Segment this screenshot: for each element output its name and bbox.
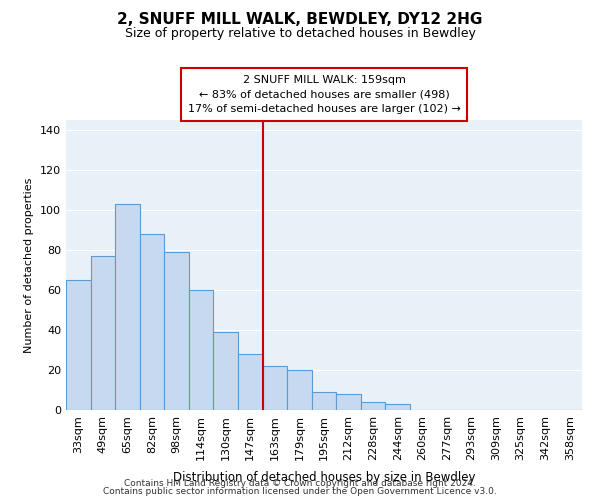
Bar <box>164 252 189 410</box>
Text: 2 SNUFF MILL WALK: 159sqm
← 83% of detached houses are smaller (498)
17% of semi: 2 SNUFF MILL WALK: 159sqm ← 83% of detac… <box>188 74 460 114</box>
Bar <box>361 402 385 410</box>
Bar <box>238 354 263 410</box>
Text: 2, SNUFF MILL WALK, BEWDLEY, DY12 2HG: 2, SNUFF MILL WALK, BEWDLEY, DY12 2HG <box>118 12 482 28</box>
Text: Contains HM Land Registry data © Crown copyright and database right 2024.: Contains HM Land Registry data © Crown c… <box>124 478 476 488</box>
Bar <box>263 366 287 410</box>
Bar <box>66 280 91 410</box>
Bar <box>189 290 214 410</box>
Text: Size of property relative to detached houses in Bewdley: Size of property relative to detached ho… <box>125 28 475 40</box>
Bar <box>214 332 238 410</box>
Text: Contains public sector information licensed under the Open Government Licence v3: Contains public sector information licen… <box>103 487 497 496</box>
Bar <box>385 404 410 410</box>
X-axis label: Distribution of detached houses by size in Bewdley: Distribution of detached houses by size … <box>173 471 475 484</box>
Bar <box>115 204 140 410</box>
Bar <box>140 234 164 410</box>
Bar <box>91 256 115 410</box>
Bar <box>287 370 312 410</box>
Bar <box>312 392 336 410</box>
Y-axis label: Number of detached properties: Number of detached properties <box>25 178 34 352</box>
Bar <box>336 394 361 410</box>
